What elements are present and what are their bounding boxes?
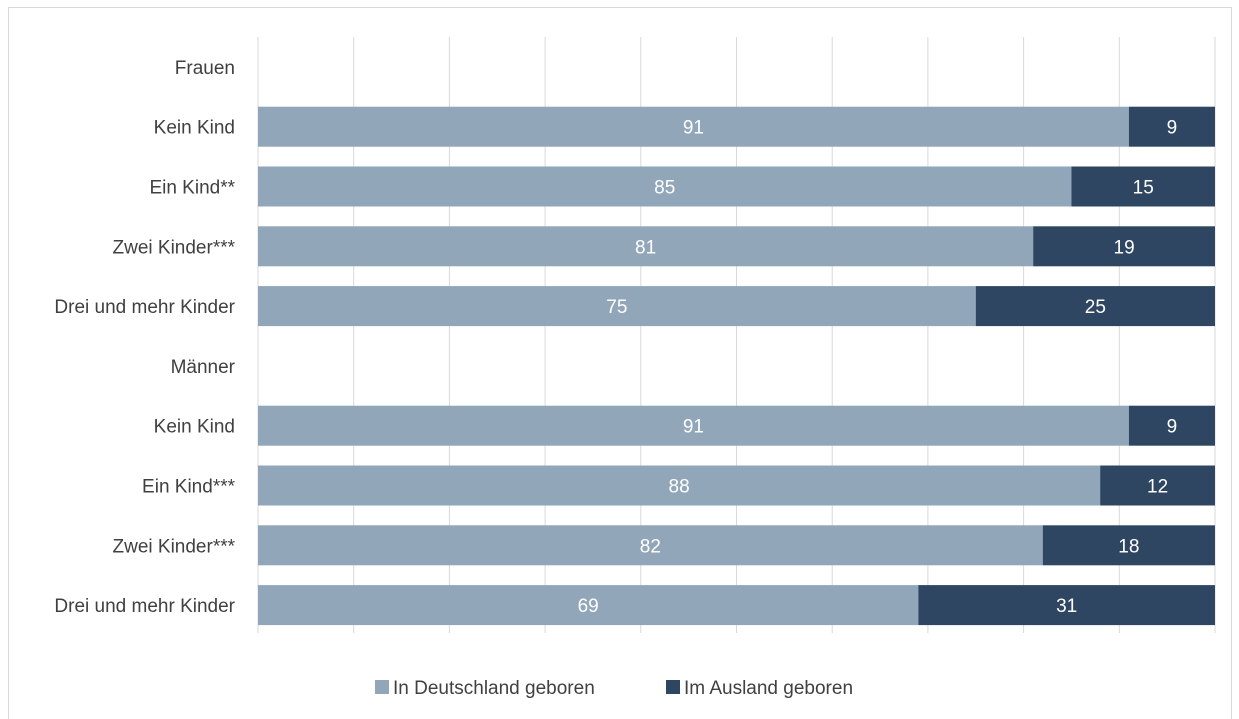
bar-segment-series-1 xyxy=(258,465,1101,506)
category-label: Ein Kind** xyxy=(149,178,235,199)
category-label: Kein Kind xyxy=(154,417,235,438)
data-label: 9 xyxy=(1167,118,1178,139)
data-label: 31 xyxy=(1056,596,1077,617)
bar-segment-series-2 xyxy=(918,585,1215,626)
category-label: Drei und mehr Kinder xyxy=(54,297,235,318)
data-label: 91 xyxy=(683,417,704,438)
data-label: 82 xyxy=(640,536,661,557)
category-label: Kein Kind xyxy=(154,118,235,139)
bar-segment-series-1 xyxy=(258,226,1034,267)
legend-label: Im Ausland geboren xyxy=(684,678,853,699)
bar-segment-series-2 xyxy=(1042,525,1215,566)
legend-label: In Deutschland geboren xyxy=(393,678,595,699)
bar-segment-series-2 xyxy=(1033,226,1215,267)
category-label: Ein Kind*** xyxy=(142,477,236,498)
category-label: Zwei Kinder*** xyxy=(113,237,236,258)
bar-layer: 91 9 85 15 81 19 75 25 91 9 88 12 82 18 69 31 xyxy=(258,106,1215,626)
data-label: 85 xyxy=(654,178,675,199)
data-label: 9 xyxy=(1167,417,1178,438)
bar-segment-series-1 xyxy=(258,286,976,327)
bar-segment-series-1 xyxy=(258,585,919,626)
data-label: 15 xyxy=(1133,178,1154,199)
bar-segment-series-2 xyxy=(1071,166,1215,207)
category-labels: Frauen Kein Kind Ein Kind** Zwei Kinder*** D… xyxy=(54,58,235,617)
bar-segment-series-1 xyxy=(258,166,1072,207)
data-label: 25 xyxy=(1085,297,1106,318)
bar-segment-series-1 xyxy=(258,525,1043,566)
bar-segment-series-1 xyxy=(258,106,1129,147)
legend-swatch xyxy=(375,680,389,694)
bar-segment-series-2 xyxy=(1128,405,1215,446)
bar-segment-series-1 xyxy=(258,405,1129,446)
category-label: Drei und mehr Kinder xyxy=(54,596,235,617)
data-label: 81 xyxy=(635,237,656,258)
legend: In Deutschland geboren Im Ausland geboren xyxy=(375,678,853,699)
bar-segment-series-2 xyxy=(1128,106,1215,147)
category-label: Zwei Kinder*** xyxy=(113,536,236,557)
data-label: 19 xyxy=(1114,237,1135,258)
bar-segment-series-2 xyxy=(975,286,1215,327)
category-label: Frauen xyxy=(175,58,235,79)
data-label: 18 xyxy=(1118,536,1139,557)
category-label: Männer xyxy=(171,357,236,378)
data-label: 91 xyxy=(683,118,704,139)
data-label: 12 xyxy=(1147,477,1168,498)
data-label: 75 xyxy=(606,297,627,318)
legend-swatch xyxy=(666,680,680,694)
data-label: 69 xyxy=(578,596,599,617)
data-label: 88 xyxy=(669,477,690,498)
bar-segment-series-2 xyxy=(1100,465,1215,506)
